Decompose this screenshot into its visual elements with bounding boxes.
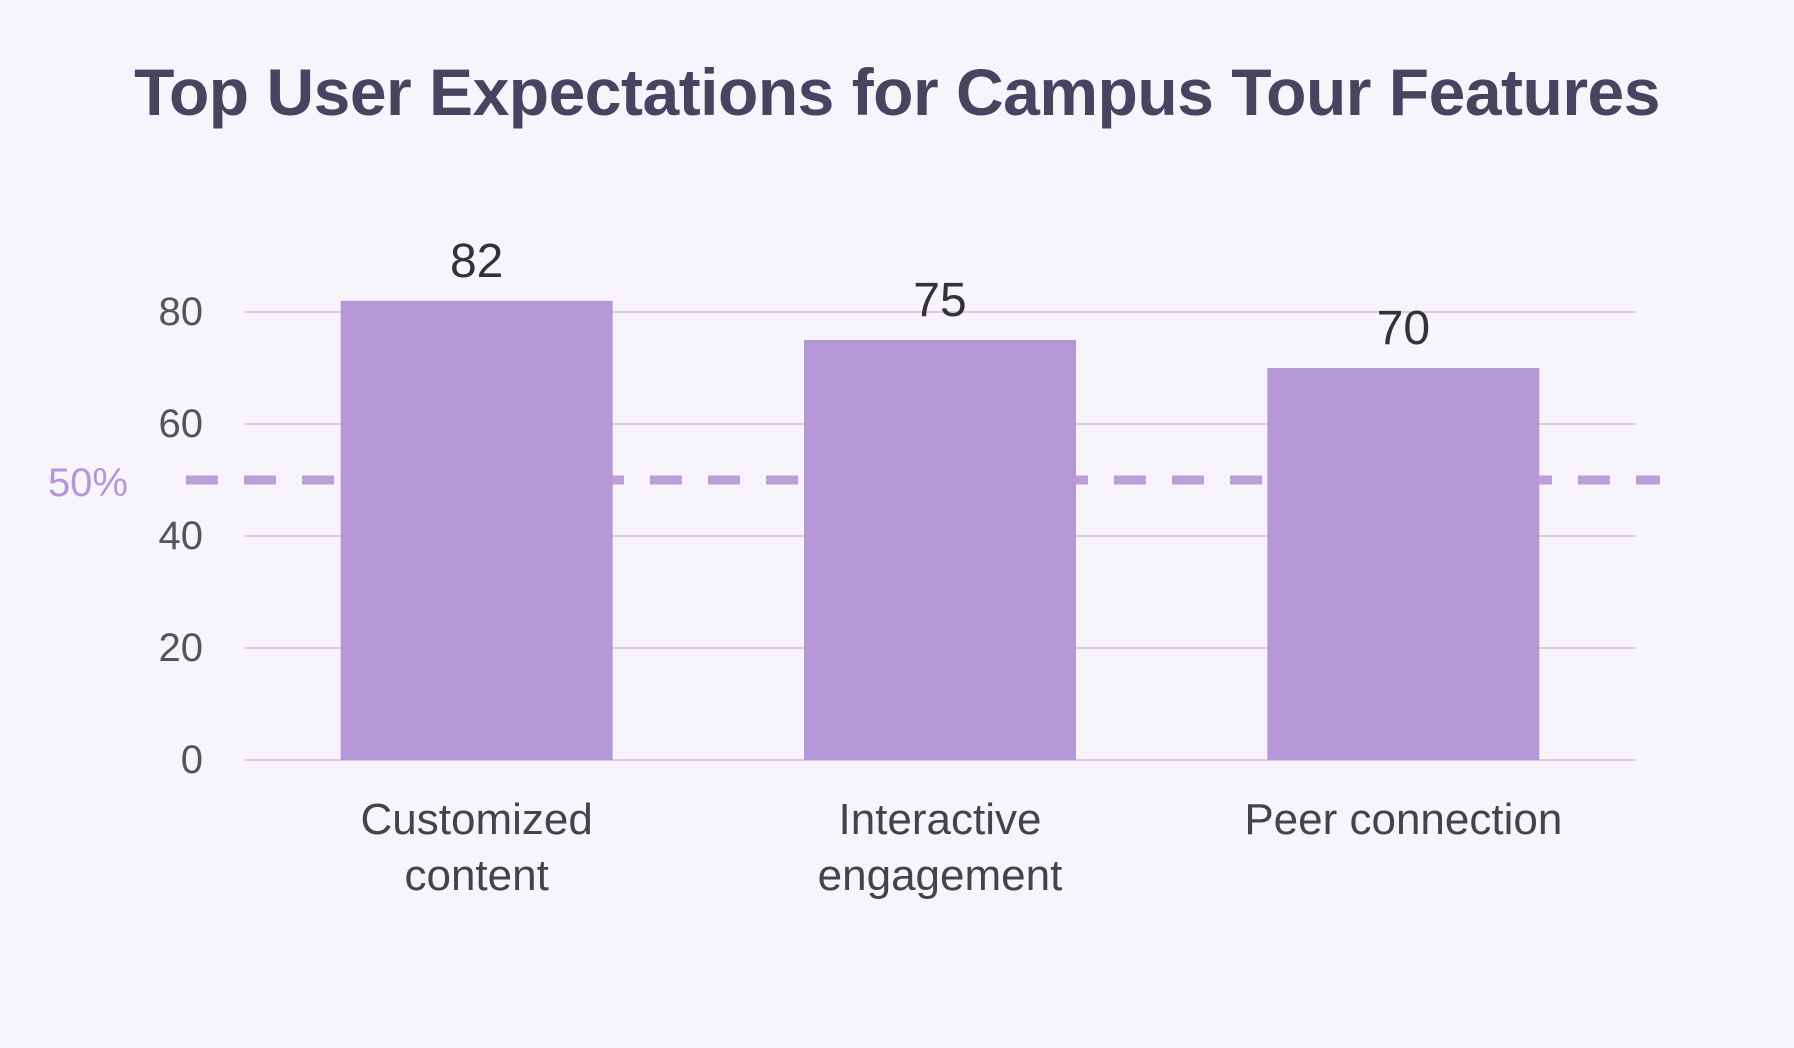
bar-value-label: 75 xyxy=(913,274,966,327)
y-tick-label: 40 xyxy=(159,514,204,558)
bar-value-label: 70 xyxy=(1377,302,1430,355)
bar xyxy=(804,340,1076,760)
y-tick-label: 0 xyxy=(181,738,203,782)
y-tick-label: 20 xyxy=(159,626,204,670)
x-tick-label: engagement xyxy=(818,851,1063,900)
reference-line-label: 50% xyxy=(48,461,128,505)
x-tick-label: content xyxy=(404,851,548,900)
x-tick-label: Peer connection xyxy=(1244,795,1562,844)
bar xyxy=(340,300,613,760)
chart-title: Top User Expectations for Campus Tour Fe… xyxy=(134,55,1660,129)
x-tick-label: Customized xyxy=(361,795,593,844)
y-tick-label: 60 xyxy=(159,402,204,446)
bar xyxy=(1267,368,1540,760)
x-tick-label: Interactive xyxy=(839,795,1042,844)
bar-value-label: 82 xyxy=(450,235,503,288)
y-tick-label: 80 xyxy=(159,290,204,334)
